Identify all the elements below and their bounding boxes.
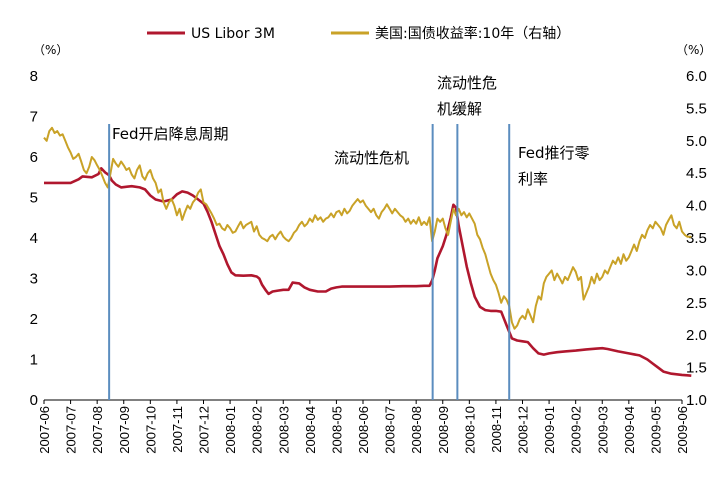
right-tick-label: 3.5	[686, 230, 707, 247]
x-tick-label: 2008-12	[516, 406, 531, 454]
right-tick-label: 4.5	[686, 165, 707, 182]
x-tick-label: 2007-12	[197, 406, 212, 454]
left-tick-label: 7	[30, 109, 38, 126]
x-tick-label: 2008-10	[462, 406, 477, 454]
legend-label-treasury: 美国:国债收益率:10年（右轴）	[375, 25, 570, 42]
x-axis-ticks: 2007-06 2007-07 2007-08 2007-09 2007-10 2007-…	[37, 400, 690, 454]
annotation-text: 利率	[518, 170, 548, 188]
x-tick-label: 2007-10	[143, 406, 158, 454]
x-tick-label: 2008-02	[250, 406, 265, 454]
x-tick-label: 2008-08	[409, 406, 424, 454]
right-tick-label: 3.0	[686, 262, 707, 279]
x-tick-label: 2007-09	[117, 406, 132, 454]
legend-label-libor: US Libor 3M	[191, 26, 275, 42]
x-tick-label: 2007-11	[170, 406, 185, 453]
left-axis-unit: （%）	[33, 43, 68, 57]
right-tick-label: 4.0	[686, 198, 707, 215]
right-tick-label: 5.5	[686, 100, 707, 117]
x-tick-label: 2007-08	[90, 406, 105, 454]
left-tick-label: 5	[30, 190, 38, 207]
left-tick-label: 2	[30, 311, 38, 328]
x-tick-label: 2008-01	[223, 406, 238, 454]
left-tick-label: 3	[30, 271, 38, 288]
left-axis-ticks: 0 1 2 3 4 5 6 7 8	[30, 68, 38, 409]
x-tick-label: 2009-06	[675, 406, 690, 454]
x-tick-label: 2008-04	[303, 406, 318, 454]
annotation-text: 流动性危	[437, 74, 497, 92]
left-tick-label: 6	[30, 149, 38, 166]
left-tick-label: 0	[30, 392, 38, 409]
left-tick-label: 1	[30, 352, 38, 369]
x-tick-label: 2009-02	[569, 406, 584, 454]
x-tick-label: 2007-07	[64, 406, 79, 454]
right-axis-unit: （%）	[676, 43, 711, 57]
right-axis-ticks: 1.0 1.5 2.0 2.5 3.0 3.5 4.0 4.5 5.0 5.5 6.0	[686, 68, 707, 409]
right-tick-label: 5.0	[686, 133, 707, 150]
annotation-text: 机缓解	[437, 100, 482, 118]
event-lines	[108, 124, 511, 400]
right-tick-label: 2.5	[686, 295, 707, 312]
x-tick-label: 2009-04	[622, 406, 637, 454]
x-tick-label: 2008-07	[383, 406, 398, 454]
annotation-text: 流动性危机	[334, 149, 409, 167]
series-line-treasury	[43, 126, 692, 330]
x-tick-label: 2009-03	[595, 406, 610, 454]
right-tick-label: 2.0	[686, 327, 707, 344]
x-tick-label: 2008-09	[436, 406, 451, 454]
series-group	[43, 126, 692, 377]
left-tick-label: 8	[30, 68, 38, 85]
right-tick-label: 1.5	[686, 360, 707, 377]
x-tick-label: 2008-06	[356, 406, 371, 454]
x-tick-label: 2008-03	[276, 406, 291, 454]
right-tick-label: 6.0	[686, 68, 707, 85]
x-tick-label: 2009-01	[542, 406, 557, 454]
x-tick-label: 2007-06	[37, 406, 52, 454]
x-tick-label: 2008-05	[329, 406, 344, 454]
chart-legend: US Libor 3M 美国:国债收益率:10年（右轴）	[147, 25, 570, 42]
x-tick-label: 2009-05	[648, 406, 663, 454]
series-line-libor	[44, 167, 692, 377]
left-tick-label: 4	[30, 230, 38, 247]
annotation-text: Fed推行零	[518, 144, 590, 162]
right-tick-label: 1.0	[686, 392, 707, 409]
x-tick-label: 2008-11	[489, 406, 504, 453]
annotation-text: Fed开启降息周期	[112, 125, 229, 143]
